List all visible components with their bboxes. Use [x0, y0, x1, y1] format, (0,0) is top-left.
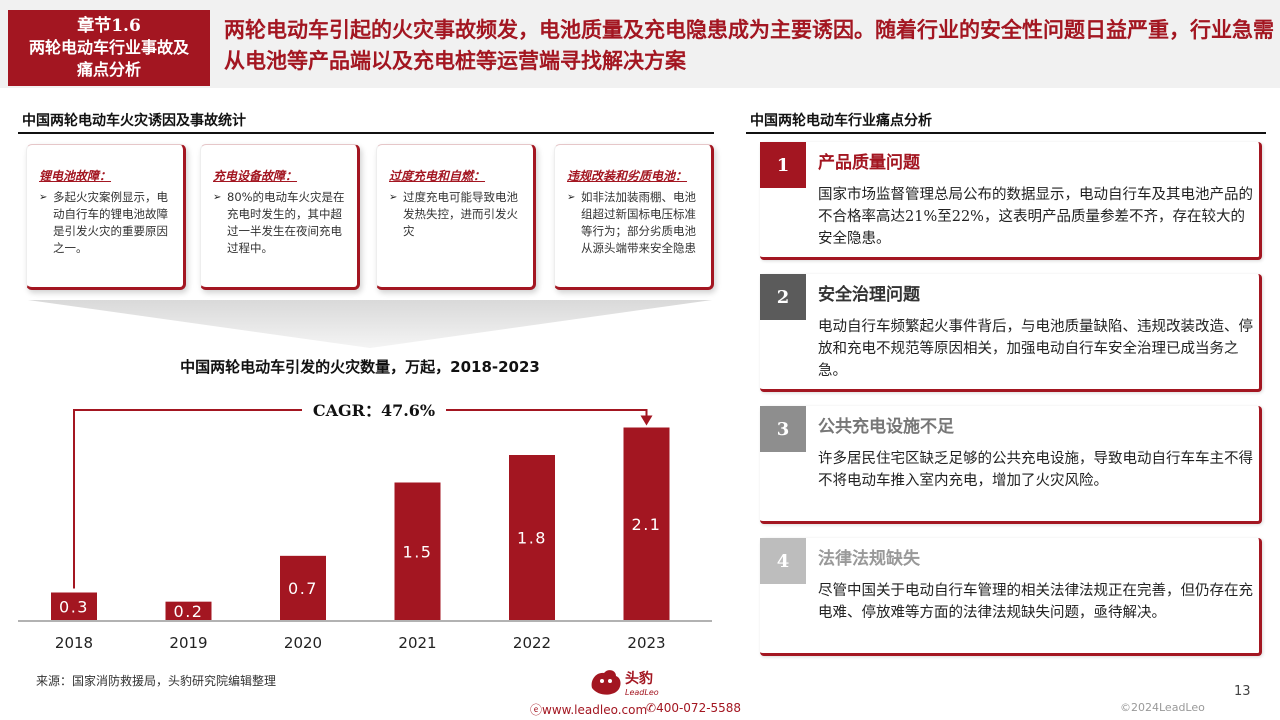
- chapter-number: 章节1.6: [77, 16, 141, 36]
- pain-point-number: 3: [760, 406, 806, 452]
- arrow-icon: ➢: [389, 192, 398, 203]
- left-section-title: 中国两轮电动车火灾诱因及事故统计: [22, 113, 246, 129]
- cagr-annotation: CAGR：47.6%: [313, 401, 435, 420]
- pain-point-body: 电动自行车频繁起火事件背后，与电池质量缺陷、违规改装改造、停放和充电不规范等原因…: [818, 319, 1253, 379]
- chapter-title: 两轮电动车行业事故及痛点分析: [28, 38, 189, 79]
- cause-text: ➢ 80%的电动车火灾是在充电时发生的，其中超过一半发生在夜间充电过程中。: [213, 190, 345, 255]
- pain-point-title: 法律法规缺失: [818, 549, 920, 569]
- bar-chart: CAGR：47.6% 0.3 2018 0.2 2019 0.7 2020 1.5 2021 1…: [18, 401, 712, 652]
- cause-tag: 锂电池故障：: [39, 169, 112, 183]
- arrow-icon: ➢: [213, 192, 222, 203]
- pain-point-number: 4: [760, 538, 806, 584]
- cause-text: ➢ 如非法加装雨棚、电池组超过新国标电压标准等行为；部分劣质电池从源头端带来安全隐…: [567, 190, 696, 255]
- tick-label-2018: 2018: [55, 634, 93, 652]
- cause-tag: 过度充电和自燃：: [389, 169, 486, 183]
- pain-point-card: 3 公共充电设施不足 许多居民住宅区缺乏足够的公共充电设施，导致电动自行车车主不…: [760, 406, 1262, 524]
- cause-card: 充电设备故障： ➢ 80%的电动车火灾是在充电时发生的，其中超过一半发生在夜间充电…: [200, 144, 360, 290]
- chapter-badge: 章节1.6 两轮电动车行业事故及痛点分析: [8, 10, 210, 86]
- tick-label-2020: 2020: [284, 634, 322, 652]
- funnel-shape: [28, 300, 712, 348]
- header-bar: [0, 0, 1280, 88]
- cagr-bracket-right: [446, 409, 648, 420]
- bar-2019: [165, 601, 212, 620]
- tick-label-2021: 2021: [398, 634, 436, 652]
- headline: 两轮电动车引起的火灾事故频发，电池质量及充电隐患成为主要诱因。随着行业的安全性问…: [224, 17, 1274, 73]
- leadleo-logo: 头豹 LeadLeo: [591, 670, 659, 697]
- cause-tag: 充电设备故障：: [213, 169, 298, 183]
- phone-icon: ✆: [646, 701, 657, 715]
- data-label-2022: 1.8: [517, 529, 547, 548]
- pain-point-title: 安全治理问题: [818, 285, 920, 305]
- pain-point-title: 产品质量问题: [818, 153, 920, 173]
- cagr-arrowhead: [640, 415, 653, 426]
- svg-text:LeadLeo: LeadLeo: [625, 688, 659, 697]
- data-label-2021: 1.5: [403, 542, 433, 561]
- pain-point-card: 4 法律法规缺失 尽管中国关于电动自行车管理的相关法律法规正在完善，但仍存在充电…: [760, 538, 1262, 656]
- cause-card: 锂电池故障： ➢ 多起火灾案例显示，电动自行车的锂电池故障是引发火灾的重要原因之一…: [26, 144, 186, 290]
- cagr-bracket-left: [73, 409, 302, 589]
- right-section-title: 中国两轮电动车行业痛点分析: [750, 113, 932, 129]
- data-label-2020: 0.7: [288, 579, 318, 598]
- arrow-icon: ➢: [39, 192, 48, 203]
- chart-title: 中国两轮电动车引发的火灾数量，万起，2018-2023: [180, 358, 540, 376]
- tick-label-2022: 2022: [513, 634, 551, 652]
- cause-text: ➢ 多起火灾案例显示，电动自行车的锂电池故障是引发火灾的重要原因之一。: [39, 190, 168, 255]
- pain-point-body: 尽管中国关于电动自行车管理的相关法律法规正在完善，但仍存在充电难、停放难等方面的…: [818, 583, 1253, 621]
- pain-point-body: 国家市场监督管理总局公布的数据显示，电动自行车及其电池产品的不合格率高达21%至…: [818, 187, 1253, 247]
- arrow-icon: ➢: [567, 192, 576, 203]
- footer-website[interactable]: ⓔwww.leadleo.com: [530, 703, 648, 717]
- globe-icon: ⓔ: [530, 703, 543, 717]
- tick-label-2019: 2019: [169, 634, 207, 652]
- cause-card: 过度充电和自燃： ➢ 过度充电可能导致电池发热失控，进而引发火灾: [376, 144, 536, 290]
- copyright: ©2024LeadLeo: [1120, 701, 1205, 714]
- cause-tag: 违规改装和劣质电池：: [567, 169, 688, 183]
- bar-2021: [394, 482, 441, 620]
- right-section-divider: [746, 132, 1266, 134]
- cause-card: 违规改装和劣质电池： ➢ 如非法加装雨棚、电池组超过新国标电压标准等行为；部分劣质…: [554, 144, 714, 290]
- pain-point-card: 2 安全治理问题 电动自行车频繁起火事件背后，与电池质量缺陷、违规改装改造、停放…: [760, 274, 1262, 392]
- data-label-2019: 0.2: [174, 602, 204, 621]
- pain-point-card: 1 产品质量问题 国家市场监督管理总局公布的数据显示，电动自行车及其电池产品的不…: [760, 142, 1262, 260]
- svg-text:头豹: 头豹: [625, 670, 653, 687]
- pain-point-number: 2: [760, 274, 806, 320]
- bar-2022: [509, 455, 555, 620]
- pain-point-number: 1: [760, 142, 806, 188]
- left-section-divider: [18, 132, 714, 134]
- tick-label-2023: 2023: [627, 634, 665, 652]
- pain-point-body: 许多居民住宅区缺乏足够的公共充电设施，导致电动自行车车主不得不将电动车推入室内充…: [818, 451, 1253, 489]
- page-number: 13: [1234, 684, 1251, 699]
- bar-2023: [623, 427, 670, 620]
- bar-2020: [280, 555, 326, 620]
- data-label-2023: 2.1: [632, 515, 662, 534]
- source-note: 来源：国家消防救援局，头豹研究院编辑整理: [36, 674, 277, 688]
- cause-text: ➢ 过度充电可能导致电池发热失控，进而引发火灾: [389, 190, 518, 238]
- data-label-2018: 0.3: [59, 597, 89, 616]
- footer-phone: ✆400-072-5588: [646, 701, 742, 715]
- bar-2018: [51, 592, 97, 620]
- pain-point-title: 公共充电设施不足: [818, 417, 954, 437]
